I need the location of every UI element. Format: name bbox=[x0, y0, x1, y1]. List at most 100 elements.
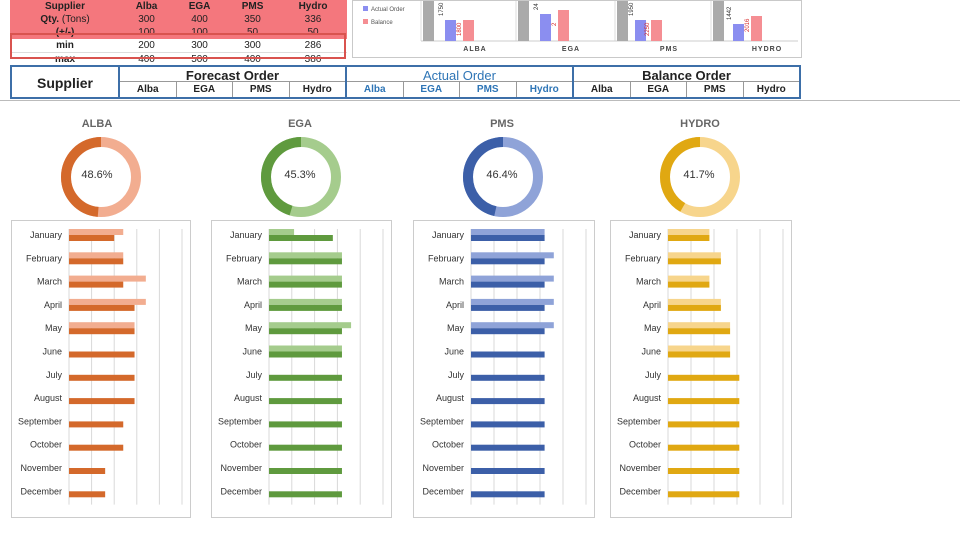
forecast-sub-pms: PMS bbox=[232, 82, 289, 97]
actual-bar bbox=[471, 304, 545, 311]
forecast-bar bbox=[69, 252, 124, 259]
forecast-bar bbox=[668, 252, 721, 259]
forecast-bar bbox=[269, 298, 342, 305]
forecast-bar bbox=[269, 252, 342, 259]
month-label: August bbox=[436, 393, 465, 403]
summary-cell: 286 bbox=[279, 39, 347, 53]
month-label: May bbox=[447, 323, 465, 333]
actual-bar bbox=[635, 20, 646, 41]
summary-row-qty: Qty. (Tons) 300 400 350 336 bbox=[10, 13, 347, 26]
actual-bar bbox=[269, 281, 342, 288]
forecast-bar bbox=[69, 298, 146, 305]
supplier-header-label: Supplier bbox=[36, 75, 93, 91]
actual-bar bbox=[471, 328, 545, 335]
donut-slice-share bbox=[660, 137, 740, 217]
month-label: February bbox=[428, 253, 465, 263]
balance-order-header: Balance Order Alba EGA PMS Hydro bbox=[572, 65, 801, 99]
donut-value-alba: 48.6% bbox=[81, 169, 113, 181]
month-label: November bbox=[220, 463, 262, 473]
balance-sub-alba: Alba bbox=[590, 84, 613, 95]
forecast-bar bbox=[668, 298, 721, 305]
balance-data-label: 1800 bbox=[457, 22, 463, 36]
actual-bar bbox=[471, 444, 545, 451]
month-label: February bbox=[26, 253, 63, 263]
month-label: May bbox=[644, 323, 662, 333]
balance-bar bbox=[751, 16, 762, 41]
forecast-bar bbox=[69, 229, 124, 235]
actual-bar bbox=[668, 421, 740, 428]
donut-value-pms: 46.4% bbox=[486, 169, 518, 181]
actual-bar bbox=[471, 421, 545, 428]
month-label: October bbox=[432, 440, 464, 450]
actual-bar bbox=[69, 351, 135, 358]
summary-cell: 200 bbox=[120, 39, 174, 53]
month-label: September bbox=[218, 416, 262, 426]
actual-bar bbox=[668, 444, 740, 451]
actual-bar bbox=[471, 351, 545, 358]
top-order-chart: Actual Order Balance 1750 1800 ALBA 24 2 EGA 195… bbox=[352, 0, 802, 58]
supplier-header-cell: Supplier bbox=[10, 65, 120, 99]
donut-value-hydro: 41.7% bbox=[683, 169, 715, 181]
monthly-bars-alba-svg: January February March April May June July Augu… bbox=[18, 229, 183, 505]
forecast-bar bbox=[269, 345, 342, 352]
actual-bar bbox=[269, 421, 342, 428]
actual-bar bbox=[69, 491, 106, 498]
balance-bar bbox=[651, 20, 662, 41]
actual-bar bbox=[69, 421, 124, 428]
actual-sub-hydro: Hydro bbox=[515, 82, 573, 97]
month-label: June bbox=[641, 347, 661, 357]
actual-sub-ega: EGA bbox=[402, 82, 460, 97]
summary-cell: 100 bbox=[173, 26, 227, 39]
balance-sub-pms: PMS bbox=[686, 82, 743, 97]
month-label: September bbox=[420, 416, 464, 426]
forecast-bar bbox=[269, 322, 352, 329]
summary-cell: 300 bbox=[226, 39, 280, 53]
forecast-bar bbox=[69, 322, 135, 329]
forecast-bar bbox=[471, 275, 554, 282]
month-label: June bbox=[444, 347, 464, 357]
summary-cell: 50 bbox=[226, 26, 280, 39]
actual-bar bbox=[69, 281, 124, 288]
actual-bar bbox=[471, 235, 545, 241]
actual-bar bbox=[269, 304, 342, 311]
month-label: January bbox=[230, 230, 263, 240]
actual-bar bbox=[269, 444, 342, 451]
actual-bar bbox=[69, 328, 135, 335]
month-label: April bbox=[244, 300, 262, 310]
month-label: May bbox=[245, 323, 263, 333]
month-label: September bbox=[617, 416, 661, 426]
actual-bar bbox=[471, 281, 545, 288]
forecast-sub-ega: EGA bbox=[175, 82, 233, 97]
actual-bar bbox=[668, 398, 740, 405]
actual-bar bbox=[269, 468, 342, 474]
forecast-bar bbox=[713, 1, 724, 41]
balance-order-subheaders: Alba EGA PMS Hydro bbox=[574, 81, 799, 97]
donut-alba bbox=[61, 137, 141, 217]
summary-cell: 100 bbox=[120, 26, 174, 39]
actual-bar bbox=[733, 24, 744, 41]
month-label: July bbox=[645, 370, 662, 380]
actual-bar bbox=[471, 374, 545, 381]
minmax-highlight-box bbox=[10, 33, 346, 59]
donut-slice-share bbox=[463, 137, 543, 217]
forecast-bar bbox=[269, 275, 342, 282]
summary-header-cell: Supplier bbox=[10, 0, 121, 13]
divider-line bbox=[0, 100, 960, 101]
monthly-bars-hydro-svg: January February March April May June July Augu… bbox=[617, 229, 784, 505]
monthly-bars-hydro: January February March April May June July Augu… bbox=[610, 220, 792, 518]
forecast-sub-alba: Alba bbox=[136, 84, 159, 95]
donut-title-alba: ALBA bbox=[81, 118, 113, 130]
actual-bar bbox=[69, 444, 124, 451]
forecast-order-title: Forecast Order bbox=[185, 68, 280, 83]
actual-bar bbox=[471, 468, 545, 474]
forecast-bar bbox=[668, 345, 731, 352]
actual-order-title: Actual Order bbox=[423, 68, 496, 83]
actual-order-subheaders: Alba EGA PMS Hydro bbox=[347, 81, 572, 97]
summary-header-cell: Hydro bbox=[279, 0, 347, 13]
actual-bar bbox=[269, 374, 342, 381]
actual-bar bbox=[269, 235, 333, 241]
actual-sub-alba: Alba bbox=[363, 84, 386, 95]
balance-bar bbox=[463, 20, 474, 41]
month-label: January bbox=[432, 230, 465, 240]
month-label: March bbox=[237, 277, 262, 287]
